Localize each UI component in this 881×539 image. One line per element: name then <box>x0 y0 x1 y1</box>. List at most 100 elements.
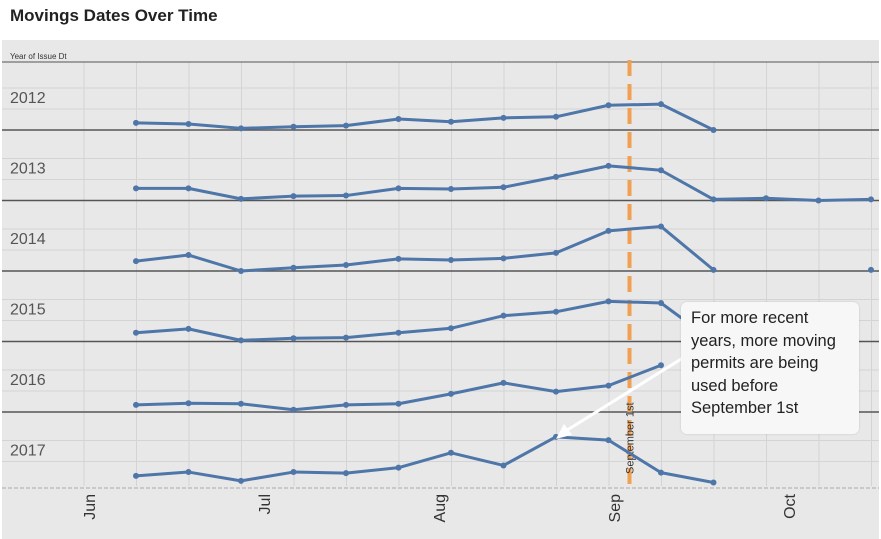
data-point <box>448 257 454 263</box>
data-point <box>395 400 402 407</box>
data-point <box>605 162 612 169</box>
data-point <box>658 101 664 108</box>
data-point <box>133 329 139 336</box>
annotation-callout: For more recent years, more moving permi… <box>681 302 859 434</box>
data-point <box>658 469 664 476</box>
reference-line-label: September 1st <box>625 402 637 474</box>
series-line-2017 <box>135 435 714 484</box>
data-point <box>343 192 349 199</box>
series-2012 <box>133 101 717 133</box>
series-line-2014 <box>135 224 715 273</box>
series-2013 <box>133 162 874 204</box>
x-tick-jun: Jun <box>82 494 99 520</box>
data-point <box>448 449 454 456</box>
data-point <box>605 102 612 109</box>
data-point <box>238 400 244 407</box>
annotation-arrowhead <box>556 423 572 439</box>
data-point <box>605 382 612 389</box>
data-point <box>605 298 612 305</box>
data-point <box>500 255 507 262</box>
data-point <box>238 195 244 202</box>
data-point <box>395 185 402 192</box>
data-point <box>133 185 139 192</box>
annotation-arrow-group <box>556 354 687 439</box>
data-point <box>658 300 664 306</box>
data-point <box>238 477 244 484</box>
data-point <box>395 329 402 336</box>
data-point <box>343 401 349 408</box>
data-point <box>290 406 297 413</box>
data-point <box>185 120 192 127</box>
x-tick-sep: Sep <box>607 494 624 523</box>
data-point <box>238 125 244 132</box>
data-point <box>500 379 507 386</box>
data-point <box>710 127 717 133</box>
x-axis-background <box>2 488 879 539</box>
data-point <box>658 362 664 369</box>
data-point <box>343 470 349 477</box>
row-labels: 2012 2013 2014 2015 2016 2017 <box>10 90 46 460</box>
data-point <box>238 337 244 344</box>
data-point <box>763 195 769 202</box>
data-point <box>448 390 454 397</box>
data-point <box>343 261 349 268</box>
series-2016 <box>133 362 664 413</box>
data-point <box>815 197 822 204</box>
data-point <box>133 258 139 265</box>
data-point <box>395 255 402 262</box>
data-point <box>290 469 297 476</box>
data-point <box>605 227 612 234</box>
series-2017 <box>133 433 717 486</box>
data-point <box>500 312 507 319</box>
data-point <box>553 113 559 120</box>
x-axis-ticks: Jun Jul Aug Sep Oct <box>82 493 799 522</box>
row-label-2012: 2012 <box>10 90 46 107</box>
data-point <box>290 123 297 130</box>
data-point <box>185 400 192 407</box>
data-point <box>710 196 717 203</box>
data-point <box>658 167 664 174</box>
data-point <box>710 479 717 486</box>
data-point <box>290 193 297 200</box>
data-point <box>290 335 297 342</box>
row-label-2013: 2013 <box>10 161 46 178</box>
data-point <box>500 462 507 469</box>
series-line-2012 <box>135 102 715 132</box>
data-point <box>238 268 244 274</box>
data-point <box>553 308 559 315</box>
data-point <box>185 252 192 259</box>
row-label-2016: 2016 <box>10 372 46 389</box>
data-point <box>553 388 559 395</box>
data-point <box>133 401 139 408</box>
data-point <box>343 122 349 129</box>
chart-title: Movings Dates Over Time <box>10 6 218 25</box>
data-point <box>500 114 507 121</box>
data-point <box>395 116 402 122</box>
data-point <box>658 223 664 230</box>
x-tick-jul: Jul <box>257 494 274 514</box>
row-label-2017: 2017 <box>10 443 46 460</box>
data-point <box>605 437 612 444</box>
data-point <box>133 472 139 479</box>
series-lines <box>133 101 874 486</box>
data-point <box>343 334 349 341</box>
data-point <box>133 119 139 126</box>
data-point <box>710 266 717 273</box>
annotation-arrow <box>565 354 687 433</box>
row-label-2015: 2015 <box>10 302 46 319</box>
data-point <box>553 173 559 180</box>
data-point <box>185 185 192 192</box>
facet-header: Year of Issue Dt <box>10 52 67 61</box>
data-point <box>185 325 192 332</box>
data-point <box>448 118 454 125</box>
data-point <box>553 249 559 256</box>
x-tick-aug: Aug <box>432 494 449 522</box>
data-point <box>290 264 297 271</box>
series-line-2015 <box>135 299 715 343</box>
series-2014 <box>133 223 874 274</box>
data-point <box>395 464 402 471</box>
row-label-2014: 2014 <box>10 231 46 248</box>
data-point <box>448 185 454 192</box>
data-point <box>448 325 454 332</box>
